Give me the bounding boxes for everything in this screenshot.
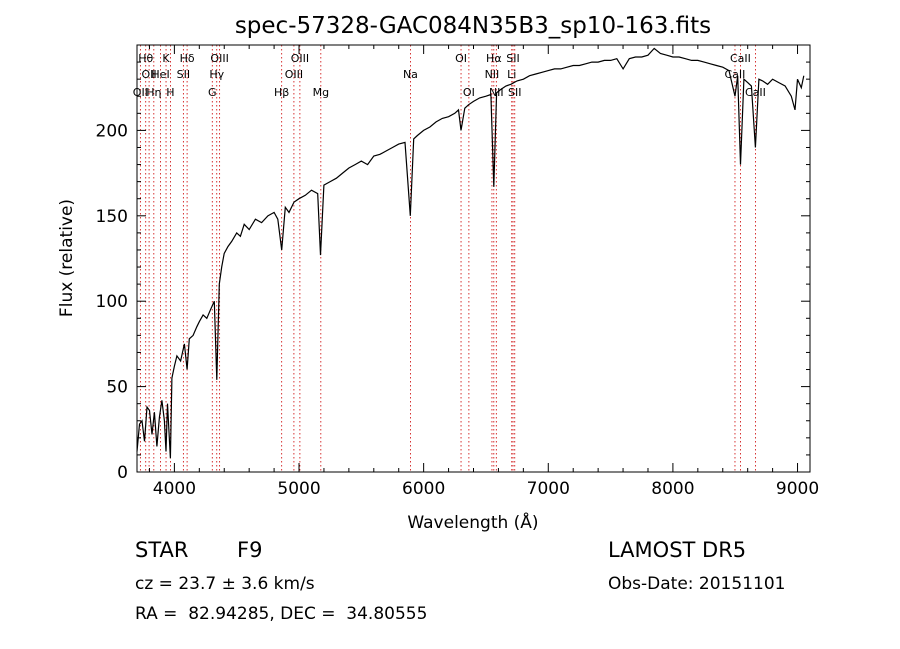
- object-subclass: F9: [237, 538, 263, 562]
- line-marker-label-7: SII: [177, 68, 190, 81]
- x-tick-label-1: 5000: [277, 479, 320, 499]
- line-marker-label-12: Hβ: [274, 86, 289, 99]
- x-tick-label-5: 9000: [776, 479, 819, 499]
- y-tick-label-3: 150: [96, 207, 128, 227]
- plot-frame: [136, 44, 811, 473]
- line-marker-label-17: OI: [455, 52, 467, 65]
- x-axis-label: Wavelength (Å): [407, 511, 538, 533]
- y-tick-label-2: 100: [96, 292, 128, 312]
- line-marker-label-20: Hα: [486, 52, 502, 65]
- data-release: LAMOST DR5: [608, 538, 747, 562]
- x-tick-label-4: 8000: [651, 479, 694, 499]
- x-axis: 4000 5000 6000 7000 8000 9000: [148, 45, 819, 499]
- line-marker-label-15: Mg: [313, 86, 329, 99]
- y-tick-label-4: 200: [96, 121, 128, 141]
- chart-title: spec-57328-GAC084N35B3_sp10-163.fits: [235, 13, 711, 39]
- line-marker-label-23: SII: [506, 52, 519, 65]
- y-axis-label: Flux (relative): [57, 199, 77, 317]
- y-tick-label-0: 0: [117, 463, 128, 483]
- line-marker-label-11: OIII: [210, 52, 228, 65]
- object-class: STAR: [135, 538, 189, 562]
- redshift-readout: cz = 23.7 ± 3.6 km/s: [135, 574, 315, 594]
- line-marker-label-16: Na: [403, 68, 418, 81]
- observation-date: Obs-Date: 20151101: [608, 574, 786, 594]
- line-marker-label-14: OIII: [291, 52, 309, 65]
- line-marker-label-9: G: [208, 86, 217, 99]
- line-marker-label-24: SII: [508, 86, 521, 99]
- line-marker-label-13: OIII: [285, 68, 303, 81]
- y-tick-label-1: 50: [106, 378, 128, 398]
- x-tick-label-2: 6000: [402, 479, 445, 499]
- y-axis: 0 50 100 150 200: [96, 61, 810, 483]
- line-marker-label-4: HeI: [151, 68, 169, 81]
- line-marker-label-6: H: [166, 86, 174, 99]
- line-marker-labels: OIIHθOIIHηHeIKHSIIHδGHγOIIIHβOIIIOIIIMgN…: [133, 52, 766, 99]
- line-marker-label-22: Li: [507, 68, 516, 81]
- line-marker-label-10: Hγ: [209, 68, 224, 81]
- line-marker-label-18: OI: [463, 86, 475, 99]
- line-marker-label-3: Hη: [146, 86, 161, 99]
- line-marker-label-1: Hθ: [138, 52, 153, 65]
- line-markers: [139, 45, 756, 472]
- x-tick-label-3: 7000: [527, 479, 570, 499]
- line-marker-label-2: OII: [142, 68, 157, 81]
- coordinates: RA = 82.94285, DEC = 34.80555: [135, 604, 428, 624]
- line-marker-label-27: CaII: [745, 86, 766, 99]
- line-marker-label-19: NII: [485, 68, 500, 81]
- line-marker-label-5: K: [162, 52, 170, 65]
- x-tick-label-0: 4000: [153, 479, 196, 499]
- line-marker-label-8: Hδ: [180, 52, 195, 65]
- spectrum-line: [136, 47, 805, 459]
- line-marker-label-26: CaII: [730, 52, 751, 65]
